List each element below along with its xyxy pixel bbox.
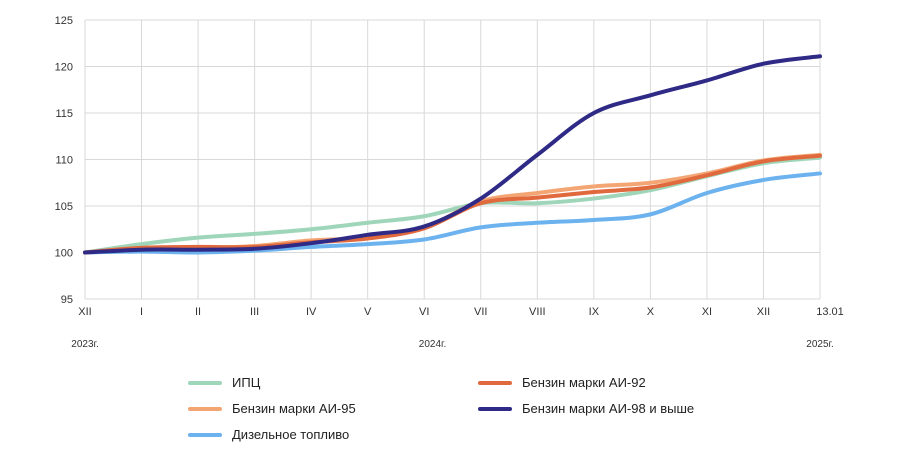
x-tick-label: VI [419, 306, 429, 318]
x-tick-label: VIII [529, 306, 546, 318]
year-label: 2025г. [806, 339, 833, 350]
x-tick-label: XI [702, 306, 712, 318]
x-tick-label: XII [757, 306, 770, 318]
x-tick-label: III [250, 306, 259, 318]
y-tick-label: 115 [55, 108, 73, 120]
chart-grid [84, 19, 821, 300]
y-tick-label: 120 [55, 62, 73, 74]
series-line-ai98 [83, 54, 822, 255]
x-tick-label: IV [306, 306, 317, 318]
y-tick-label: 95 [61, 294, 73, 306]
y-tick-label: 125 [55, 15, 73, 27]
x-tick-label: I [140, 306, 143, 318]
x-tick-label: II [195, 306, 201, 318]
x-tick-label: 13.01 [816, 306, 844, 318]
year-labels: 2023г. 2024г. 2025г. [71, 339, 833, 350]
year-label: 2024г. [419, 339, 446, 350]
y-tick-label: 100 [55, 248, 73, 260]
x-tick-label: V [364, 306, 372, 318]
year-label: 2023г. [71, 339, 98, 350]
x-tick-label: X [647, 306, 655, 318]
series-lines [83, 54, 822, 255]
y-tick-label: 110 [55, 155, 73, 167]
y-tick-label: 105 [55, 201, 73, 213]
series-line-diesel [83, 171, 822, 255]
x-tick-label: IX [589, 306, 600, 318]
y-axis: 95 100 105 110 115 120 125 [55, 15, 73, 306]
x-tick-label: XII [78, 306, 91, 318]
x-tick-label: VII [474, 306, 487, 318]
x-axis: XII I II III IV V VI VII VIII IX X XI XII 13.01 [78, 306, 843, 318]
